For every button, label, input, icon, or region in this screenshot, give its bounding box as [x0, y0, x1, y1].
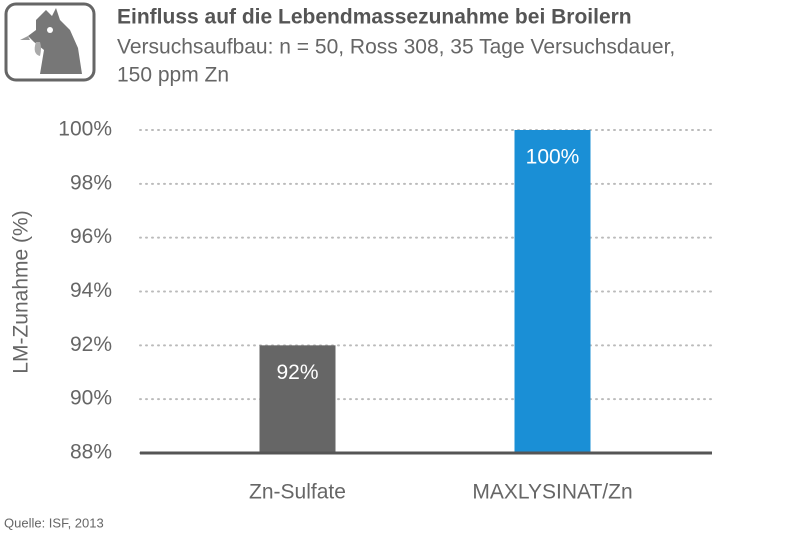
subtitle: Versuchsaufbau: n = 50, Ross 308, 35 Tag…: [117, 36, 675, 59]
y-tick-label: 90%: [70, 387, 112, 410]
bar: [514, 130, 591, 453]
x-tick-label: MAXLYSINAT/Zn: [472, 481, 632, 504]
y-tick-label: 98%: [70, 171, 112, 194]
bar: [259, 345, 336, 453]
y-tick-label: 96%: [70, 225, 112, 248]
value-label: 92%: [276, 361, 318, 384]
y-axis-label: LM-Zunahme (%): [10, 210, 33, 373]
y-tick-label: 92%: [70, 333, 112, 356]
value-label: 100%: [526, 146, 580, 169]
chicken-icon: [4, 2, 96, 82]
chart-title: Einfluss auf die Lebendmassezunahme bei …: [117, 6, 632, 29]
y-tick-label: 94%: [70, 279, 112, 302]
subtitle: 150 ppm Zn: [117, 64, 229, 87]
x-tick-label: Zn-Sulfate: [249, 481, 346, 504]
y-tick-label: 88%: [70, 441, 112, 464]
source: Quelle: ISF, 2013: [4, 515, 104, 530]
y-tick-label: 100%: [58, 118, 112, 141]
